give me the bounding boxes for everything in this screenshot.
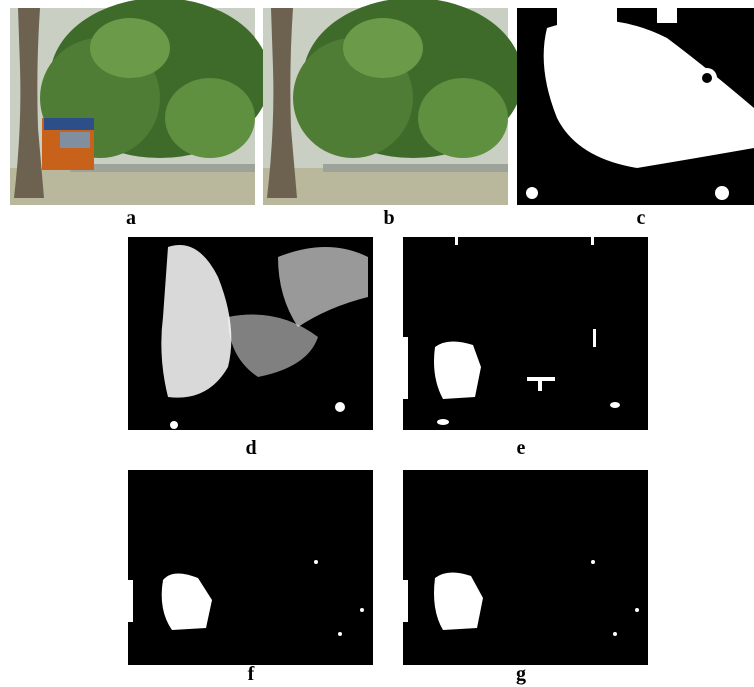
panel-f (128, 470, 373, 665)
panel-label: b (383, 207, 394, 229)
panel-d (128, 237, 373, 430)
panel-c (517, 8, 754, 205)
panel-label: g (516, 663, 526, 685)
panel-label: f (248, 663, 255, 685)
panel-label: c (637, 207, 646, 229)
panel-g (403, 470, 648, 665)
panel-b (263, 0, 523, 205)
panel-e (403, 237, 648, 430)
panel-a (10, 0, 270, 205)
panel-label: e (517, 437, 526, 459)
panel-label: d (245, 437, 256, 459)
figure: a b c d e f g (0, 0, 754, 687)
panel-label: a (126, 207, 136, 229)
